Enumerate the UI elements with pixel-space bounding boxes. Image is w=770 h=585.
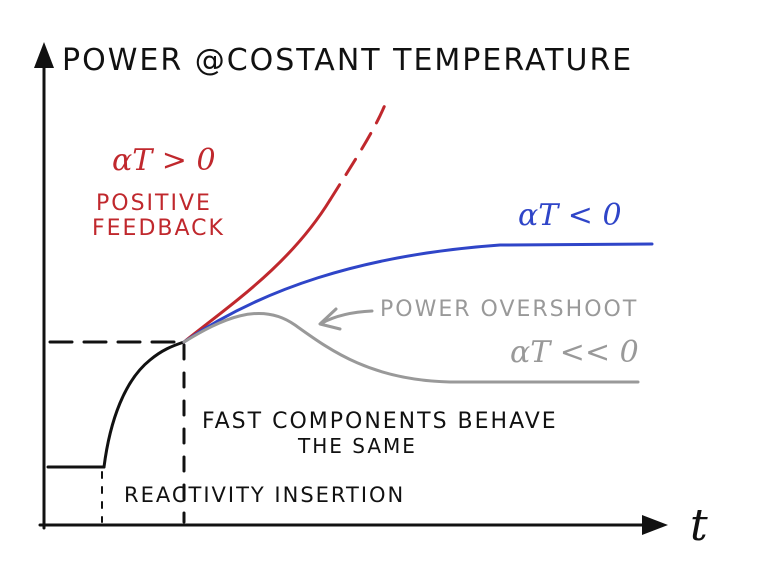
strong-negative-alpha-label: αT << 0 bbox=[510, 335, 639, 370]
positive-feedback-text-line2: FEEDBACK bbox=[92, 216, 225, 241]
positive-feedback-solid bbox=[182, 198, 332, 344]
negative-feedback-curve bbox=[182, 242, 654, 344]
initial-power-curve bbox=[46, 340, 186, 469]
fast-rise-curve bbox=[102, 340, 186, 469]
x-axis-arrow bbox=[642, 515, 668, 535]
y-axis-arrow bbox=[34, 42, 54, 68]
diagram-title: Power @costant temperature bbox=[62, 43, 633, 78]
positive-feedback-text-line1: POSITIVE bbox=[96, 191, 212, 216]
fast-components-label-line2: THE SAME bbox=[297, 434, 417, 458]
fast-components-label-line1: FAST COMPONENTS BEHAVE bbox=[202, 409, 558, 434]
positive-alpha-label: αT > 0 bbox=[112, 143, 216, 178]
positive-feedback-dashed bbox=[328, 98, 389, 202]
overshoot-arrow bbox=[318, 307, 374, 331]
positive-feedback-curve bbox=[182, 98, 389, 344]
axes: t bbox=[34, 42, 708, 551]
reactivity-insertion-label: REACTIVITY INSERTION bbox=[124, 483, 405, 507]
negative-alpha-label: αT < 0 bbox=[518, 198, 622, 233]
overshoot-arrow-head bbox=[318, 307, 342, 331]
reference-lines bbox=[48, 340, 186, 524]
power-overshoot-label: POWER OVERSHOOT bbox=[380, 297, 638, 322]
overshoot-arrow-shaft bbox=[320, 309, 374, 325]
x-axis-label: t bbox=[690, 500, 708, 551]
positive-feedback-label: αT > 0 POSITIVE FEEDBACK bbox=[92, 143, 225, 241]
strong-negative-feedback-curve bbox=[182, 311, 640, 384]
